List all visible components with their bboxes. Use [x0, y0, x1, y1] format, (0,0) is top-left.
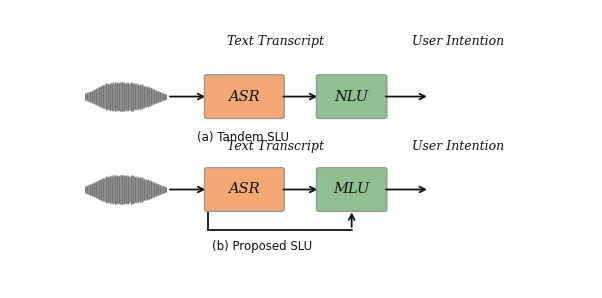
FancyBboxPatch shape — [205, 75, 284, 119]
FancyBboxPatch shape — [317, 167, 387, 211]
Text: NLU: NLU — [335, 90, 369, 104]
FancyBboxPatch shape — [317, 75, 387, 119]
Text: Text Transcript: Text Transcript — [228, 140, 324, 153]
FancyBboxPatch shape — [205, 167, 284, 211]
Text: User Intention: User Intention — [412, 140, 504, 153]
Text: MLU: MLU — [334, 182, 370, 196]
Text: ASR: ASR — [229, 90, 260, 104]
Text: (b) Proposed SLU: (b) Proposed SLU — [212, 240, 312, 253]
Text: Text Transcript: Text Transcript — [228, 35, 324, 48]
Text: ASR: ASR — [229, 182, 260, 196]
Text: User Intention: User Intention — [412, 35, 504, 48]
Text: (a) Tandem SLU: (a) Tandem SLU — [197, 131, 289, 144]
